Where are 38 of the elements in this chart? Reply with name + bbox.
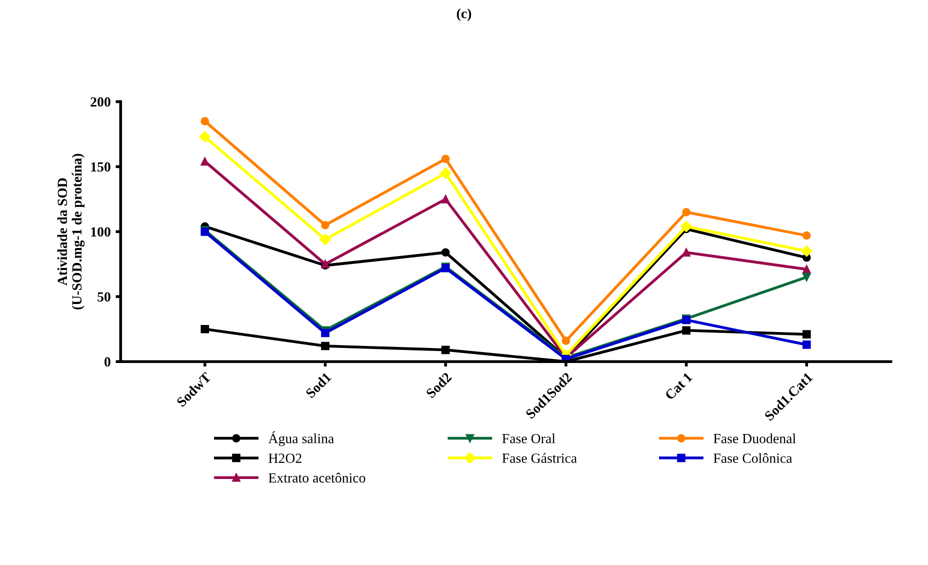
x-tick-label: Cat 1 — [664, 372, 693, 400]
point — [801, 246, 812, 257]
y-tick-label: 200 — [90, 97, 110, 107]
legend-label: Fase Colônica — [714, 453, 792, 463]
point — [199, 131, 210, 142]
legend-label: Fase Gástrica — [502, 453, 577, 463]
legend-label: Extrato acetônico — [268, 472, 366, 483]
point — [321, 342, 330, 350]
point — [441, 248, 450, 257]
point — [802, 272, 811, 282]
point — [680, 220, 692, 232]
point — [200, 324, 210, 334]
y-tick-label: 100 — [91, 227, 110, 237]
point — [802, 231, 811, 240]
chart-title: (c) — [456, 8, 472, 22]
point — [321, 328, 330, 338]
y-tick-label: 50 — [98, 292, 110, 302]
point — [441, 154, 450, 164]
legend-label: Água salina — [268, 431, 334, 446]
y-axis-title: Atividade da SOD (U-SOD.mg-1 de proteína) — [57, 154, 85, 310]
point — [802, 340, 811, 349]
point — [802, 330, 811, 338]
legend-label: H2O2 — [268, 454, 302, 463]
point — [682, 326, 690, 335]
point — [682, 248, 690, 257]
legend-label: Fase Oral — [502, 434, 556, 444]
point — [200, 117, 210, 126]
y-tick-label: 150 — [91, 162, 110, 172]
y-tick-label: 0 — [104, 357, 110, 367]
point — [320, 234, 331, 246]
point — [682, 208, 690, 216]
point — [562, 336, 570, 345]
point — [441, 194, 450, 204]
point — [321, 220, 330, 230]
point — [441, 346, 450, 354]
point — [802, 265, 811, 274]
legend-label: Fase Duodenal — [714, 434, 796, 444]
point — [440, 168, 452, 179]
